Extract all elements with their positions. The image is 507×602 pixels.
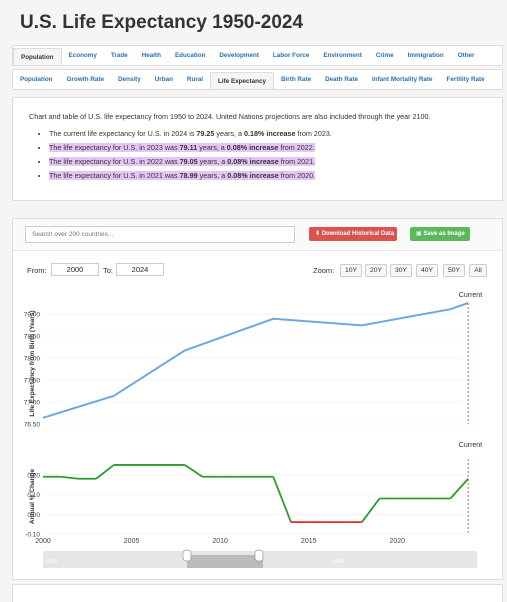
zoom-50y-button[interactable]: 50Y	[443, 264, 465, 277]
y-tick-label-top: 77.00	[24, 400, 41, 407]
current-label-bottom: Current	[459, 442, 482, 449]
tab-trade[interactable]: Trade	[110, 52, 128, 59]
intro-bullet: The life expectancy for U.S. in 2022 was…	[49, 157, 486, 166]
tab-density[interactable]: Density	[117, 76, 141, 83]
tab-health[interactable]: Health	[141, 52, 161, 59]
navigator-handle[interactable]	[254, 549, 264, 562]
from-label: From:	[27, 266, 47, 275]
secondary-nav: Population Growth Rate Density Urban Rural Li…	[12, 69, 503, 89]
y-tick-label-top: 78.00	[24, 356, 41, 363]
tab-development[interactable]: Development	[219, 52, 259, 59]
y-tick-label-bottom: 0.20	[27, 472, 40, 479]
zoom-20y-button[interactable]: 20Y	[365, 264, 387, 277]
intro-box: Chart and table of U.S. life expectancy …	[12, 97, 503, 201]
save-image-button[interactable]: ▣ Save as Image	[410, 227, 470, 241]
annual-change-segment	[95, 464, 115, 480]
tab-fertility-rate[interactable]: Fertility Rate	[446, 76, 485, 83]
primary-nav: Population Economy Trade Health Education Dev…	[12, 45, 503, 65]
chart-toolbar: ⬇ Download Historical Data ▣ Save as Ima…	[13, 219, 502, 251]
current-label-top: Current	[459, 292, 482, 299]
image-icon: ▣	[416, 231, 422, 237]
navigator-left-label: 1950	[46, 559, 57, 565]
y-tick-label-bottom: -0.10	[25, 532, 40, 539]
navigator-right-label: 2000	[333, 559, 344, 565]
x-tick-label: 2020	[389, 538, 405, 545]
tab-population[interactable]: Population	[20, 76, 53, 83]
tab-death-rate[interactable]: Death Rate	[325, 76, 358, 83]
tab-infant-mortality-rate[interactable]: Infant Mortality Rate	[371, 76, 433, 83]
page-title: U.S. Life Expectancy 1950-2024	[20, 12, 304, 33]
to-year-input[interactable]: 2024	[116, 263, 164, 276]
y-tick-label-top: 78.50	[24, 334, 41, 341]
life-expectancy-line	[42, 302, 469, 419]
zoom-30y-button[interactable]: 30Y	[390, 264, 412, 277]
tab-labor-force[interactable]: Labor Force	[272, 52, 310, 59]
tab-immigration[interactable]: Immigration	[407, 52, 444, 59]
download-data-label: Download Historical Data	[321, 231, 395, 237]
tab-crime[interactable]: Crime	[375, 52, 394, 59]
navigator-handle[interactable]	[182, 549, 192, 562]
tab-environment[interactable]: Environment	[323, 52, 362, 59]
y-axis-label-top: Life Expectancy from Birth (Years)	[29, 310, 36, 416]
save-image-label: Save as Image	[423, 231, 465, 237]
from-year-input[interactable]: 2000	[51, 263, 99, 276]
annual-change-segment	[361, 497, 381, 523]
tab-education[interactable]: Education	[174, 52, 206, 59]
download-data-button[interactable]: ⬇ Download Historical Data	[309, 227, 397, 241]
annual-change-segment	[272, 476, 292, 523]
zoom-all-button[interactable]: All	[469, 264, 487, 277]
zoom-10y-button[interactable]: 10Y	[340, 264, 362, 277]
navigator-selection	[187, 555, 263, 568]
annual-change-segment	[184, 464, 203, 478]
y-axis-label-bottom: Annual % Change	[29, 468, 36, 524]
intro-bullets: The current life expectancy for U.S. in …	[29, 129, 486, 180]
y-tick-label-top: 77.50	[24, 378, 41, 385]
footer-panel	[12, 584, 503, 602]
x-tick-label: 2005	[124, 538, 140, 545]
tab-population[interactable]: Population	[13, 48, 62, 65]
tab-birth-rate[interactable]: Birth Rate	[280, 76, 312, 83]
zoom-label: Zoom:	[313, 266, 335, 275]
y-tick-label-bottom: 0.10	[27, 492, 40, 499]
country-search-input[interactable]	[25, 226, 295, 243]
to-label: To:	[103, 266, 114, 275]
annual-change-segment	[449, 478, 469, 500]
tab-growth-rate[interactable]: Growth Rate	[66, 76, 104, 83]
tab-rural[interactable]: Rural	[186, 76, 204, 83]
tab-economy[interactable]: Economy	[68, 52, 97, 59]
y-tick-label-top: 76.50	[24, 422, 41, 429]
y-tick-label-top: 79.00	[24, 312, 41, 319]
intro-bullet: The current life expectancy for U.S. in …	[49, 129, 486, 138]
intro-bullet: The life expectancy for U.S. in 2023 was…	[49, 143, 486, 152]
zoom-40y-button[interactable]: 40Y	[416, 264, 438, 277]
x-tick-label: 2015	[301, 538, 317, 545]
tab-life-expectancy[interactable]: Life Expectancy	[210, 72, 274, 89]
intro-summary: Chart and table of U.S. life expectancy …	[29, 112, 431, 121]
intro-bullet: The life expectancy for U.S. in 2021 was…	[49, 171, 486, 180]
annual-change-segment	[60, 475, 79, 480]
tab-other[interactable]: Other	[457, 52, 475, 59]
chart-panel: ⬇ Download Historical Data ▣ Save as Ima…	[12, 218, 503, 580]
download-icon: ⬇	[315, 231, 321, 237]
x-tick-label: 2010	[212, 538, 228, 545]
tab-urban[interactable]: Urban	[154, 76, 173, 83]
y-tick-label-bottom: 0.00	[27, 512, 40, 519]
x-tick-label: 2000	[35, 538, 51, 545]
